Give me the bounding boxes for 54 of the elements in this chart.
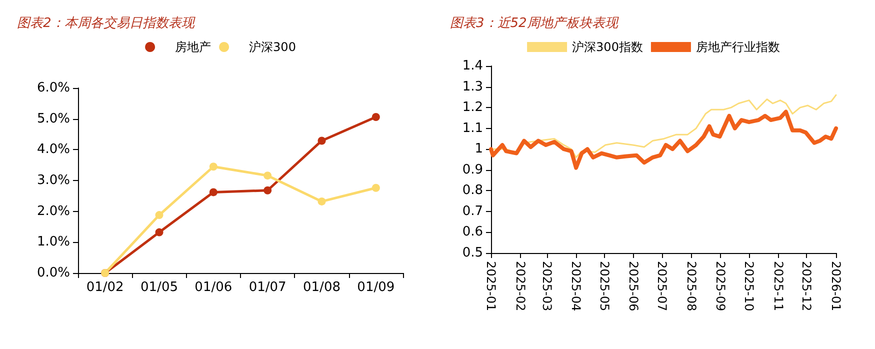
point xyxy=(264,172,272,180)
chart-title: 图表3：近52周地产板块表现 xyxy=(450,16,619,31)
chart-title: 图表2：本周各交易日指数表现 xyxy=(17,15,196,31)
x-tick-label: 2025-03 xyxy=(540,261,554,312)
y-tick-label: 4.0% xyxy=(36,142,70,158)
x-tick-label: 2025-07 xyxy=(655,261,670,312)
point xyxy=(209,188,218,196)
legend-label: 沪深300指数 xyxy=(572,40,643,54)
x-tick-label: 2025-06 xyxy=(626,261,641,312)
x-tick-label: 2025-01 xyxy=(484,261,498,312)
y-tick-label: 1 xyxy=(474,142,483,157)
y-tick-label: 2.0% xyxy=(36,204,70,219)
x-tick-label: 2025-09 xyxy=(714,261,728,312)
x-tick-label: 01/08 xyxy=(303,280,340,295)
point xyxy=(264,186,272,194)
line-series xyxy=(489,110,838,170)
y-tick-label: 6.0% xyxy=(36,80,70,96)
x-tick-label: 2026-01 xyxy=(829,261,843,312)
x-tick-label: 2025-04 xyxy=(569,261,584,312)
y-tick-label: 1.0% xyxy=(36,234,70,250)
y-tick-label: 1.1 xyxy=(462,120,483,136)
y-tick-label: 3.0% xyxy=(36,173,70,188)
x-tick-label: 2025-11 xyxy=(771,261,786,312)
x-tick-label: 01/05 xyxy=(140,280,178,295)
x-tick-label: 01/09 xyxy=(357,280,395,295)
x-tick-label: 2025-08 xyxy=(684,261,698,312)
point xyxy=(155,228,164,236)
x-tick-label: 2025-10 xyxy=(742,261,756,312)
point xyxy=(209,162,218,171)
x-tick-label: 2025-05 xyxy=(597,261,612,312)
y-tick-label: 1.4 xyxy=(462,58,483,74)
line-series xyxy=(490,94,837,158)
x-tick-label: 01/06 xyxy=(194,280,232,295)
x-tick-label: 01/07 xyxy=(248,280,286,295)
point xyxy=(318,136,326,145)
legend-label: 房地产行业指数 xyxy=(696,40,780,54)
point xyxy=(372,184,380,192)
legend-label: 房地产 xyxy=(175,40,212,54)
point xyxy=(372,112,380,121)
point xyxy=(318,197,326,206)
x-tick-label: 2025-02 xyxy=(513,261,528,312)
y-tick-label: 0.0% xyxy=(36,266,70,280)
y-tick-label: 0.6 xyxy=(462,224,483,240)
y-tick-label: 1.3 xyxy=(462,79,483,94)
x-tick-label: 2025-12 xyxy=(800,261,814,312)
x-tick-label: 01/02 xyxy=(86,280,124,295)
y-tick-label: 0.9 xyxy=(462,162,483,178)
y-tick-label: 0.7 xyxy=(462,204,483,219)
y-tick-label: 1.2 xyxy=(462,100,483,116)
point xyxy=(155,211,164,220)
y-tick-label: 0.8 xyxy=(462,183,483,198)
y-tick-label: 0.5 xyxy=(462,246,483,260)
legend-label: 沪深300 xyxy=(249,40,296,54)
y-tick-label: 5.0% xyxy=(36,111,70,126)
